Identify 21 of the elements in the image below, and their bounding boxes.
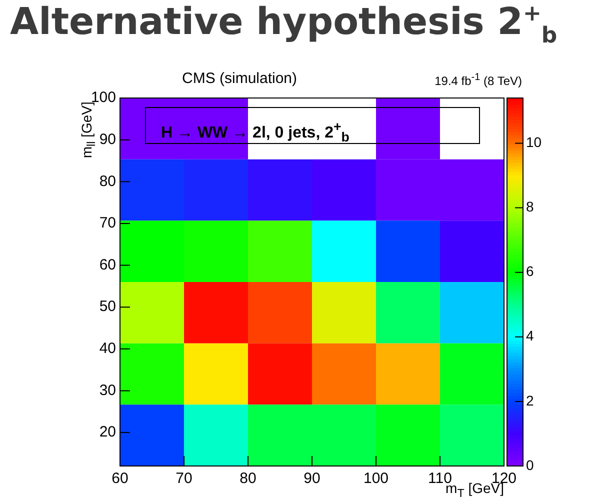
y-tick-label: 60	[99, 256, 116, 274]
x-tick-label: 80	[240, 470, 256, 488]
color-bar-label: 0	[526, 456, 534, 473]
x-tick-label: 60	[112, 470, 128, 488]
color-bar-label: 8	[526, 198, 534, 215]
y-tick-label: 40	[99, 340, 116, 358]
color-bar-label: 6	[526, 263, 534, 280]
x-tick-label: 90	[304, 470, 320, 488]
y-tick-label: 20	[99, 424, 116, 441]
y-tick-label: 70	[99, 214, 116, 232]
y-tick-label: 50	[99, 298, 116, 316]
color-bar-label: 10	[526, 134, 542, 150]
y-tick-label: 90	[99, 130, 116, 148]
color-bar-label: 4	[526, 328, 534, 344]
y-tick-label: 80	[99, 172, 116, 190]
x-tick-label: 100	[363, 470, 389, 488]
y-tick-label: 30	[99, 382, 116, 399]
chart-subtitle: CMS (simulation)	[182, 70, 298, 87]
color-bar-label: 2	[526, 392, 534, 408]
x-tick-label: 70	[176, 470, 192, 488]
text: 19.4 fb$^{-1}$ (8 TeV)	[434, 72, 522, 88]
